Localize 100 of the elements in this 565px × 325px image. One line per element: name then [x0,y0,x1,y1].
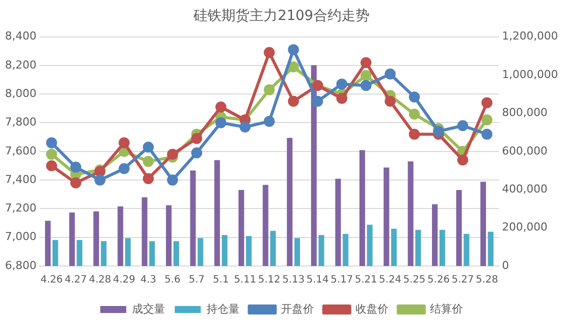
bar [45,220,51,266]
point [46,160,58,172]
point [191,147,202,158]
bar [408,161,414,266]
bar [415,230,421,266]
point [167,148,178,160]
point [215,117,226,128]
bar [432,204,438,266]
point [167,174,178,186]
bar [335,178,341,266]
point [46,148,58,160]
point [360,70,372,81]
y-tick-label: 7,800 [4,116,36,129]
point [457,120,468,132]
legend-label: 持仓量 [206,302,240,316]
x-tick-label: 4.3 [140,274,156,286]
x-tick-label: 5.7 [188,274,205,286]
point [312,96,324,107]
point [433,126,444,137]
x-tick-label: 5.25 [403,274,426,286]
point [288,44,299,56]
y2-tick-label: 1,000,000 [502,68,558,81]
point [384,68,396,80]
bar [149,241,155,266]
point [288,61,299,72]
point [264,116,275,127]
bar [100,241,107,266]
x-tick-label: 5.14 [306,274,329,286]
bar [214,160,220,266]
x-tick-label: 5.26 [427,274,450,286]
point [408,128,420,140]
x-tick-label: 5.24 [379,274,402,286]
bar [464,234,470,266]
x-tick-label: 5.21 [354,274,378,286]
point [70,162,82,173]
point [215,101,226,112]
y-tick-label: 6,800 [4,258,36,272]
point [288,96,299,107]
bar [125,238,131,266]
point [481,114,492,126]
bar [480,182,486,266]
point [191,133,202,144]
point [408,91,420,102]
x-tick-label: 5.11 [234,274,256,286]
point [408,108,420,120]
point [384,96,396,107]
point [142,142,154,153]
y2-tick-label: 400,000 [502,182,548,196]
bar [384,167,390,266]
point [240,122,251,133]
y2-tick-label: 600,000 [502,144,548,158]
bar [270,230,276,266]
bar [69,212,75,266]
bar [318,235,324,266]
x-tick-label: 5.17 [330,274,353,286]
y2-tick-label: 800,000 [502,106,548,120]
chart-title: 硅铁期货主力2109合约走势 [192,8,370,24]
y2-tick-label: 200,000 [502,220,548,234]
bar [286,138,293,266]
y-tick-label: 8,200 [4,58,36,72]
point [142,173,154,184]
point [118,163,130,174]
bar [456,190,462,266]
point [360,57,372,68]
legend-label: 开盘价 [280,302,314,316]
x-tick-label: 4.26 [40,274,63,286]
point [336,78,348,90]
x-tick-label: 5.1 [212,274,229,286]
point [264,84,275,96]
bar [439,230,446,266]
bar [246,236,252,266]
point [46,137,58,148]
y2-tick-label: 0 [502,258,510,272]
bar [359,150,366,266]
y-tick-label: 7,600 [4,144,36,158]
bar [222,235,228,266]
point [70,177,82,188]
y-tick-label: 7,200 [4,202,36,215]
point [481,128,492,140]
point [336,92,348,104]
x-tick-label: 5.27 [452,274,474,286]
y-tick-label: 7,000 [4,230,36,244]
x-tick-label: 5.6 [164,274,180,286]
bar [118,206,124,266]
y2-tick-label: 1,200,000 [502,30,558,43]
point [142,156,154,167]
bar [166,205,172,266]
x-tick-label: 4.29 [113,274,136,286]
bar [52,240,58,266]
bar [294,238,300,266]
bar [391,228,397,266]
x-tick-label: 5.13 [282,274,305,286]
bar [238,190,244,266]
bar [173,241,180,266]
y-tick-label: 8,400 [4,30,36,43]
point [118,137,130,148]
bar [190,170,196,266]
x-tick-label: 4.28 [88,274,112,286]
y-tick-label: 8,000 [4,86,36,100]
point [481,97,492,108]
